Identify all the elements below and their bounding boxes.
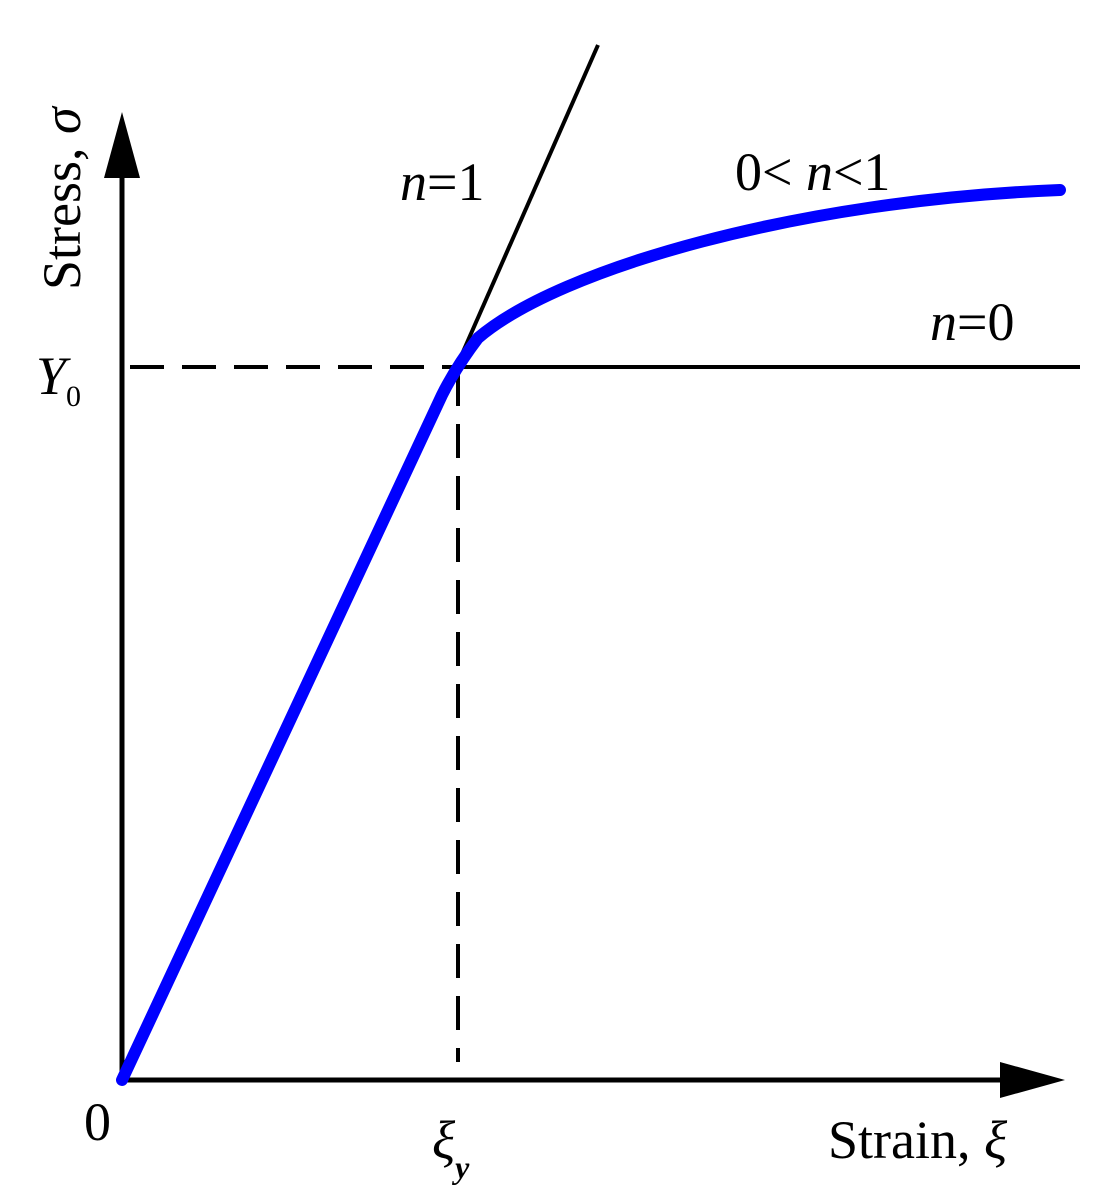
yield-strain-main: ξ bbox=[432, 1110, 456, 1170]
x-axis-label: Strain, ξ bbox=[828, 1110, 1008, 1170]
perfect-var: n bbox=[930, 292, 957, 352]
y-axis-arrow bbox=[104, 112, 140, 178]
yield-stress-main: Y bbox=[36, 346, 71, 406]
origin-label: 0 bbox=[84, 1092, 111, 1152]
linear-label: n=1 bbox=[400, 152, 484, 212]
hardening-var: n bbox=[806, 142, 833, 202]
perfect-rest: =0 bbox=[957, 292, 1014, 352]
y-axis-label: Stress, σ bbox=[32, 105, 92, 290]
hardening-pre: 0< bbox=[735, 142, 806, 202]
yield-stress-sub: 0 bbox=[66, 380, 81, 413]
hardening-rest: <1 bbox=[833, 142, 890, 202]
y-axis-label-text: Stress, bbox=[32, 134, 92, 290]
yield-stress-label: Y0 bbox=[36, 346, 81, 413]
hardening-label: 0< n<1 bbox=[735, 142, 890, 202]
yield-strain-label: ξy bbox=[432, 1110, 470, 1185]
x-axis-label-text: Strain, bbox=[828, 1110, 984, 1170]
linear-rest: =1 bbox=[427, 152, 484, 212]
stress-strain-curve bbox=[116, 184, 1066, 1086]
y-axis-label-symbol: σ bbox=[32, 105, 92, 134]
yield-strain-sub: y bbox=[451, 1149, 470, 1185]
linear-var: n bbox=[400, 152, 427, 212]
linear-line bbox=[453, 44, 600, 371]
x-axis-arrow bbox=[1000, 1062, 1065, 1098]
x-axis-label-symbol: ξ bbox=[984, 1110, 1008, 1170]
perfect-label: n=0 bbox=[930, 292, 1014, 352]
